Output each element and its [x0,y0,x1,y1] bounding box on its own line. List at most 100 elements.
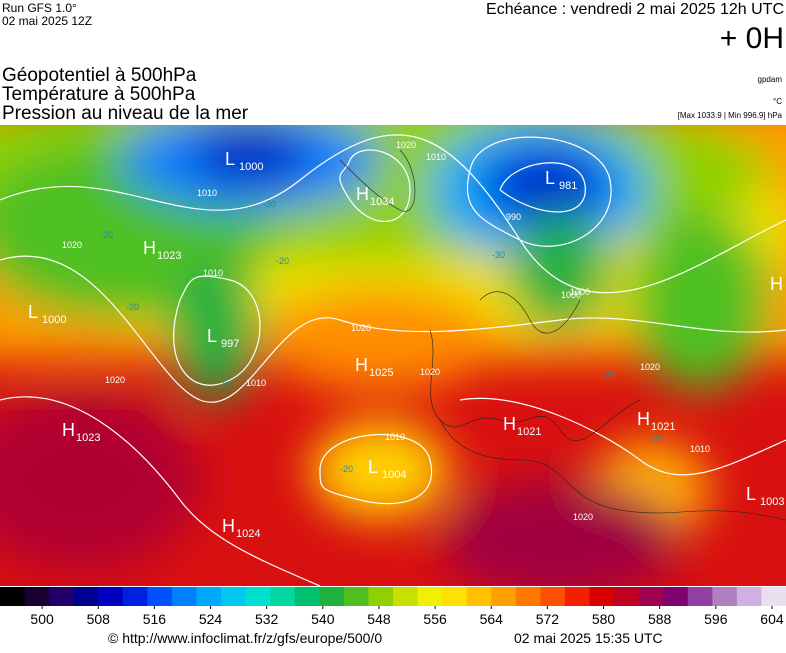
colorbar-swatch [712,587,738,606]
center-kind: H [222,516,235,536]
pressure-center: L 1000 [225,149,263,173]
run-label: Run GFS 1.0° [2,1,77,15]
center-value: 1004 [382,469,406,481]
unit-label: gpdam [758,75,783,84]
center-kind: H [637,409,650,429]
isobar-label: 1020 [640,362,660,372]
temp-label: -30 [263,199,276,209]
colorbar-swatch [122,587,148,606]
isobar-label: 1010 [385,432,405,442]
field-blobs [0,125,786,586]
center-value: 981 [559,180,577,192]
isobar-label: 1010 [426,152,446,162]
colorbar-swatch [442,587,468,606]
colorbar-swatch [515,587,541,606]
center-kind: L [545,168,555,188]
colorbar-swatch [171,587,197,606]
center-kind: H [503,414,516,434]
colorbar-swatch [466,587,492,606]
isobar-label: 1010 [203,268,223,278]
center-value: 1000 [42,314,66,326]
colorbar-swatch [319,587,345,606]
colorbar: 500 508 516 524 532 540 548 556 564 572 580 588 596 6… [0,587,786,627]
pressure-center: H 1025 [355,355,393,379]
colorbar-tick-label: 580 [592,611,616,627]
colorbar-swatch [687,587,713,606]
colorbar-swatch [294,587,320,606]
colorbar-tick-label: 564 [480,611,504,627]
temp-label: -20 [602,370,615,380]
colorbar-swatch [736,587,762,606]
colorbar-tick-label: 500 [30,611,54,627]
pressure-center: H 1021 [637,409,675,433]
isobar-label: 1020 [573,512,593,522]
colorbar-tick-label: 548 [367,611,391,627]
colorbar-swatch [393,587,419,606]
center-value: 997 [221,338,239,350]
center-value: 1023 [157,250,181,262]
isobar-label: 1020 [351,323,371,333]
layer-label: Géopotentiel à 500hPa [2,65,197,86]
center-value: 1023 [76,432,100,444]
colorbar-tick-label: 516 [143,611,167,627]
isobar-label: 1000 [570,287,590,297]
colorbar-swatch [761,587,786,606]
generated-time: 02 mai 2025 15:35 UTC [514,630,663,646]
center-value: 1003 [760,496,784,508]
center-value: 1025 [369,367,393,379]
center-value: 1034 [370,196,394,208]
colorbar-tick-label: 524 [199,611,223,627]
colorbar-swatch [638,587,664,606]
colorbar-tick-label: 588 [648,611,672,627]
colorbar-tick-label: 508 [87,611,111,627]
pressure-center: L 997 [207,326,239,350]
layer-label: Pression au niveau de la mer [2,103,249,124]
colorbar-swatch [270,587,296,606]
isobar-label: 1020 [62,240,82,250]
pressure-center: L 1003 [746,484,784,508]
center-kind: L [746,484,756,504]
center-kind: L [207,326,217,346]
isobar-label: 990 [506,212,521,222]
temp-label: -20 [100,230,113,240]
isobars [0,134,786,586]
colorbar-tick-label: 532 [255,611,279,627]
colorbar-swatch [49,587,75,606]
pressure-center: L 981 [545,168,577,192]
colorbar-swatch [196,587,222,606]
colorbar-swatch [0,587,26,606]
center-kind: L [225,149,235,169]
unit-label: °C [773,97,782,106]
pressure-extremes: [Max 1033.9 | Min 996.9] hPa [678,111,783,120]
center-kind: H [356,184,369,204]
isobar-label: 1020 [420,367,440,377]
temp-label: -20 [217,380,230,390]
colorbar-swatch [245,587,271,606]
colorbar-tick-label: 540 [311,611,335,627]
isobar-label: 1020 [105,375,125,385]
center-kind: L [368,457,378,477]
pressure-center: L 1000 [28,302,66,326]
pressure-center: H [770,274,783,294]
pressure-center: H 1034 [356,184,394,208]
colorbar-swatch [417,587,443,606]
colorbar-swatch [147,587,173,606]
forecast-time: Echéance : vendredi 2 mai 2025 12h UTC [486,1,784,18]
isobar-label: 1010 [197,188,217,198]
center-kind: H [143,238,156,258]
colorbar-tick-label: 572 [536,611,560,627]
center-kind: L [28,302,38,322]
colorbar-swatch [221,587,247,606]
isobar-label: 1000 [561,290,581,300]
colorbar-tick-label: 604 [760,611,784,627]
pressure-center: H 1023 [143,238,181,262]
isobar-label: 1010 [690,444,710,454]
isobar-label: 1010 [246,378,266,388]
colorbar-swatch [564,587,590,606]
run-date: 02 mai 2025 12Z [2,14,92,28]
center-kind: H [62,420,75,440]
colorbar-swatch [540,587,566,606]
lead-time: + 0H [720,22,784,55]
